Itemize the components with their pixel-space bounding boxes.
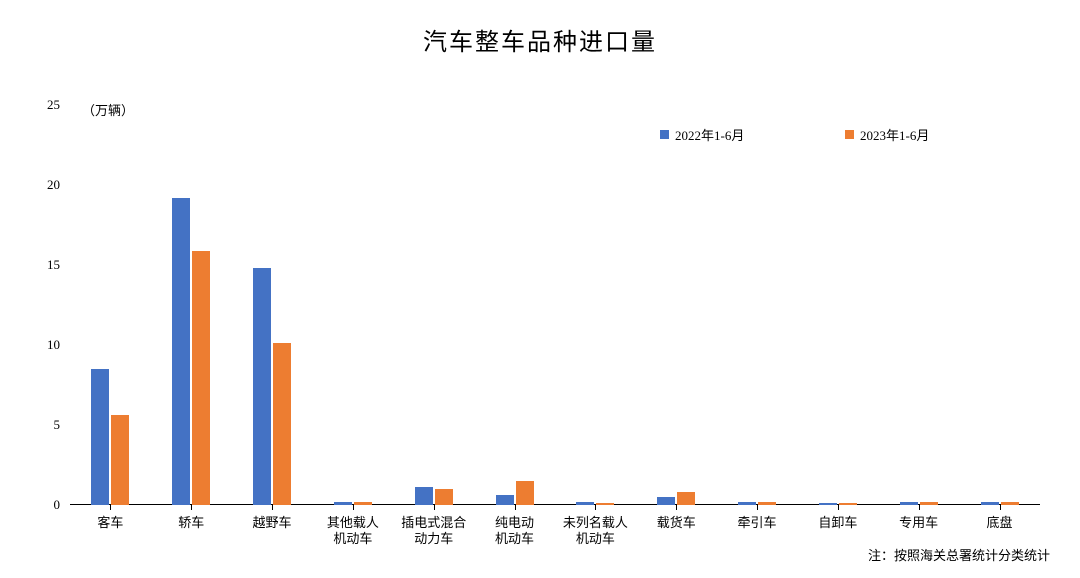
bars-layer: 客车轿车越野车其他载人 机动车插电式混合 动力车纯电动 机动车未列名载人 机动车… [70,105,1040,505]
bar-series-a [253,268,271,505]
y-tick-label: 5 [54,417,61,433]
bar-series-a [496,495,514,505]
bar-series-b [435,489,453,505]
legend-swatch [660,130,669,139]
y-tick-label: 25 [47,97,60,113]
x-tick-label: 未列名载人 机动车 [555,505,635,548]
chart-area: 0510152025客车轿车越野车其他载人 机动车插电式混合 动力车纯电动 机动… [70,105,1040,505]
bar-series-a [172,198,190,505]
x-tick-label: 插电式混合 动力车 [394,505,474,548]
category-slot: 未列名载人 机动车 [555,105,636,505]
x-tick-mark [191,505,192,510]
x-tick-mark [110,505,111,510]
x-tick-label: 其他载人 机动车 [313,505,393,548]
legend-item: 2022年1-6月 [660,125,744,144]
category-slot: 自卸车 [797,105,878,505]
x-tick-mark [757,505,758,510]
y-tick-label: 20 [47,177,60,193]
legend-label: 2023年1-6月 [860,125,929,144]
category-slot: 载货车 [636,105,717,505]
bar-series-a [415,487,433,505]
legend-swatch [845,130,854,139]
y-tick-label: 15 [47,257,60,273]
category-slot: 越野车 [232,105,313,505]
x-tick-mark [434,505,435,510]
category-slot: 底盘 [959,105,1040,505]
bar-series-b [677,492,695,505]
legend-item: 2023年1-6月 [845,125,929,144]
category-slot: 客车 [70,105,151,505]
chart-footnote: 注：按照海关总署统计分类统计 [868,545,1050,564]
x-tick-mark [515,505,516,510]
bar-series-b [111,415,129,505]
bar-series-a [91,369,109,505]
bar-series-b [516,481,534,505]
chart-title: 汽车整车品种进口量 [0,0,1080,57]
bar-series-b [273,343,291,505]
category-slot: 纯电动 机动车 [474,105,555,505]
bar-series-a [657,497,675,505]
x-tick-mark [1000,505,1001,510]
x-tick-mark [676,505,677,510]
y-tick-label: 10 [47,337,60,353]
legend-label: 2022年1-6月 [675,125,744,144]
x-tick-mark [838,505,839,510]
category-slot: 专用车 [878,105,959,505]
x-tick-mark [353,505,354,510]
category-slot: 插电式混合 动力车 [393,105,474,505]
category-slot: 其他载人 机动车 [312,105,393,505]
category-slot: 牵引车 [717,105,798,505]
category-slot: 轿车 [151,105,232,505]
x-tick-label: 纯电动 机动车 [475,505,555,548]
x-tick-mark [272,505,273,510]
y-tick-label: 0 [54,497,61,513]
x-tick-mark [595,505,596,510]
bar-series-b [192,251,210,505]
x-tick-mark [919,505,920,510]
plot-area: 0510152025客车轿车越野车其他载人 机动车插电式混合 动力车纯电动 机动… [70,105,1040,505]
